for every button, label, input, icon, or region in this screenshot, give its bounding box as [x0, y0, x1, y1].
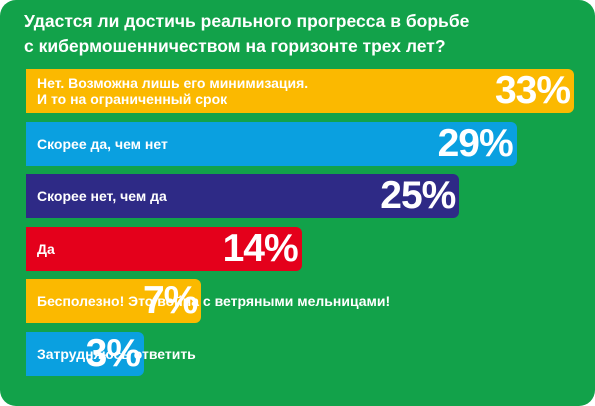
bar-label: Скорее да, чем нет [37, 136, 417, 152]
bar-value-label: 7% [142, 279, 198, 322]
bar-label: Нет. Возможна лишь его минимизация. И то … [37, 75, 417, 107]
bar-1: Нет. Возможна лишь его минимизация. И то … [26, 69, 574, 113]
bar-label: Да [37, 241, 417, 257]
bar-4: Да 14% [26, 226, 302, 271]
bar-value-label: 29% [437, 121, 514, 165]
bar-label-line: Скорее да, чем нет [37, 135, 168, 152]
bar-label: Затрудняюсь ответить [37, 346, 417, 362]
bar-value-label: 33% [494, 69, 571, 112]
bar-label-line: Затрудняюсь ответить [37, 345, 196, 362]
bar-label-line: Скорее нет, чем да [37, 188, 167, 204]
bar-value-label: 25% [380, 174, 456, 217]
bar-label-line: Бесполезно! Это война с ветряными мельни… [37, 293, 391, 309]
bar-value-label: 14% [222, 226, 299, 270]
bar-6: Затрудняюсь ответить 3% [26, 331, 196, 376]
bar-5: Бесполезно! Это война с ветряными мельни… [26, 279, 390, 323]
chart-title-line-2: с кибермошенничеством на горизонте трех … [24, 36, 446, 56]
bar-label-line: И то на ограниченный срок [37, 91, 228, 107]
bar-value-label: 3% [85, 331, 141, 375]
bar-3: Скорее нет, чем да 25% [26, 174, 460, 218]
bar-label: Скорее нет, чем да [37, 188, 417, 204]
bar-label-line: Да [37, 240, 55, 257]
bar-label-line: Нет. Возможна лишь его минимизация. [37, 75, 309, 91]
bar-2: Скорее да, чем нет 29% [26, 121, 517, 166]
chart-title-line-1: Удастся ли достичь реального прогресса в… [24, 11, 470, 31]
bar-label: Бесполезно! Это война с ветряными мельни… [37, 293, 417, 309]
chart-title: Удастся ли достичь реального прогресса в… [24, 9, 564, 59]
